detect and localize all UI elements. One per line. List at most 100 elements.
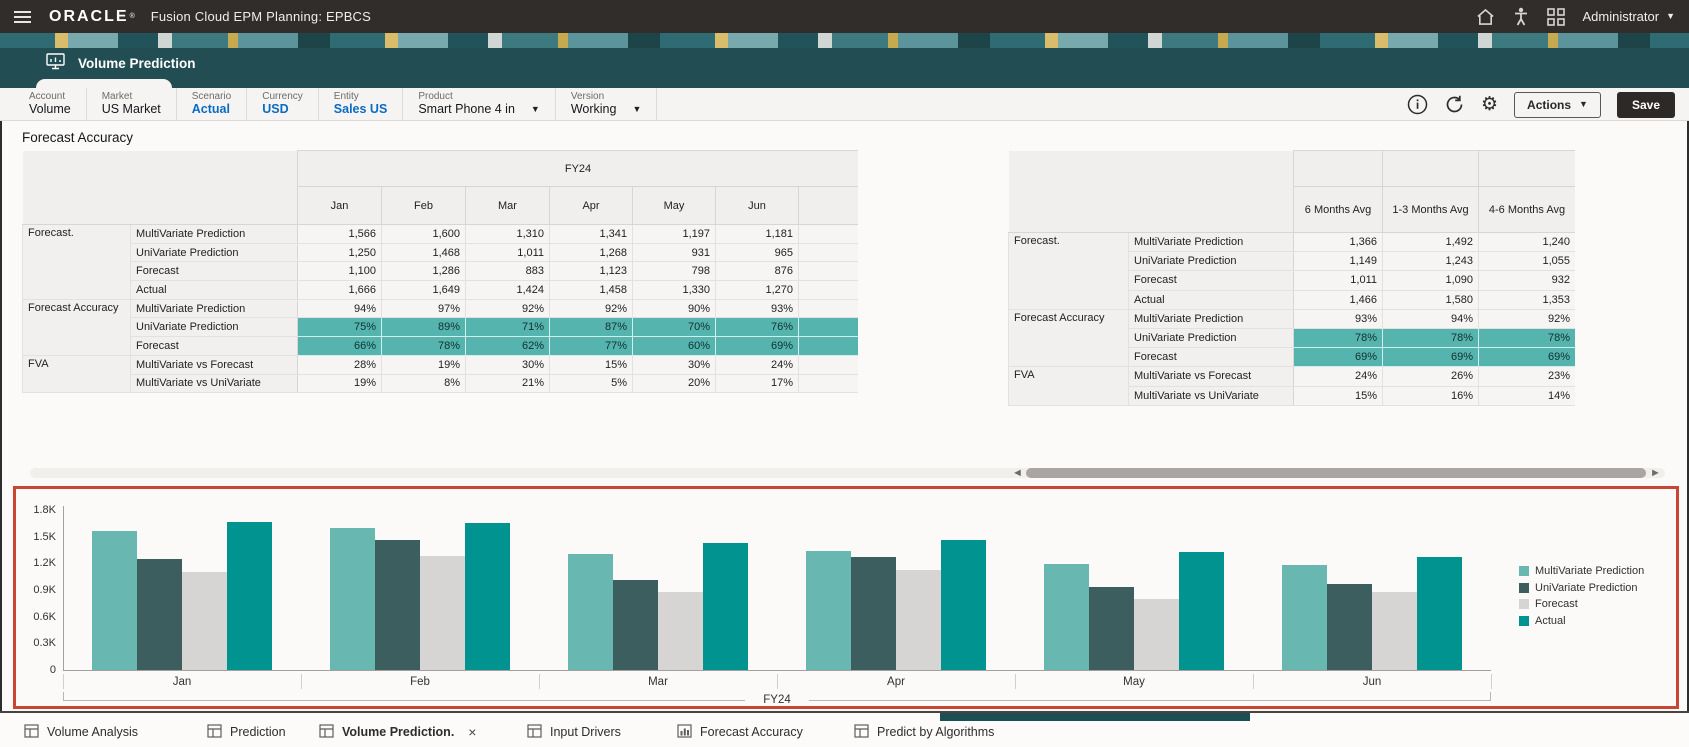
row-member-forecast[interactable]: Forecast: [130, 336, 298, 356]
grid-cell[interactable]: 71%: [465, 317, 550, 338]
user-menu[interactable]: Administrator ▼: [1583, 9, 1676, 24]
home-icon[interactable]: [1476, 8, 1495, 26]
grid-cell[interactable]: 1,341: [549, 224, 633, 244]
row-group-fva[interactable]: FVA: [1008, 366, 1129, 406]
bar-actual-feb[interactable]: [465, 523, 510, 670]
grid-cell[interactable]: 87%: [549, 317, 633, 338]
pov-value[interactable]: Working ▼: [570, 102, 642, 116]
grid-cell[interactable]: 69%: [1293, 347, 1383, 368]
pov-item-product[interactable]: Product Smart Phone 4 in ▼: [403, 88, 556, 120]
pov-value[interactable]: US Market: [101, 102, 161, 116]
grid-cell[interactable]: 26%: [1382, 366, 1479, 387]
accessibility-person-icon[interactable]: [1513, 7, 1529, 26]
grid-cell[interactable]: 60%: [632, 336, 716, 356]
grid-cell[interactable]: 28%: [297, 354, 382, 375]
column-header-apr[interactable]: Apr: [549, 186, 633, 225]
scroll-right-icon[interactable]: ►: [1650, 467, 1661, 479]
grid-cell[interactable]: 89%: [381, 317, 466, 338]
grid-cell[interactable]: 1,580: [1382, 289, 1479, 310]
bar-univariate-prediction-apr[interactable]: [851, 557, 896, 670]
bar-actual-jun[interactable]: [1417, 557, 1462, 670]
bar-forecast-apr[interactable]: [896, 570, 941, 670]
scroll-left-icon[interactable]: ◄: [1012, 467, 1023, 479]
row-group-fva[interactable]: FVA: [22, 354, 131, 394]
grid-cell[interactable]: 24%: [715, 354, 799, 375]
row-member-forecast[interactable]: Forecast: [130, 261, 298, 282]
grid-cell[interactable]: 30%: [465, 354, 550, 375]
grid-cell[interactable]: 1,100: [297, 261, 382, 282]
hamburger-menu-icon[interactable]: [14, 10, 31, 23]
row-member-multivariate-vs-univariate[interactable]: MultiVariate vs UniVariate: [130, 373, 298, 394]
bar-univariate-prediction-jan[interactable]: [137, 559, 182, 670]
refresh-icon[interactable]: [1444, 94, 1465, 115]
bar-univariate-prediction-may[interactable]: [1089, 587, 1134, 670]
grid-cell[interactable]: 94%: [1382, 308, 1479, 329]
grid-cell[interactable]: 1,270: [715, 280, 799, 300]
bar-actual-mar[interactable]: [703, 543, 748, 670]
bar-multivariate-prediction-jun[interactable]: [1282, 565, 1327, 670]
legend-item-univariate-prediction[interactable]: UniVariate Prediction: [1519, 582, 1644, 594]
row-member-multivariate-vs-univariate[interactable]: MultiVariate vs UniVariate: [1128, 385, 1294, 406]
grid-cell[interactable]: 1,197: [632, 224, 716, 244]
grid-cell[interactable]: 69%: [715, 336, 799, 356]
grid-cell[interactable]: 69%: [1382, 347, 1479, 368]
apps-grid-icon[interactable]: [1546, 7, 1565, 26]
bar-univariate-prediction-mar[interactable]: [613, 580, 658, 670]
bar-forecast-jun[interactable]: [1372, 592, 1417, 670]
bar-multivariate-prediction-mar[interactable]: [568, 554, 613, 670]
grid-cell-filler[interactable]: [797, 354, 858, 375]
column-header-6-months-avg[interactable]: 6 Months Avg: [1293, 186, 1383, 233]
legend-item-forecast[interactable]: Forecast: [1519, 598, 1644, 610]
grid-cell[interactable]: 965: [715, 242, 799, 263]
bar-forecast-feb[interactable]: [420, 556, 465, 670]
row-group-forecast[interactable]: Forecast.: [22, 224, 131, 300]
bar-univariate-prediction-feb[interactable]: [375, 540, 420, 670]
grid-cell[interactable]: 75%: [297, 317, 382, 338]
close-icon[interactable]: ×: [468, 724, 477, 740]
bar-multivariate-prediction-jan[interactable]: [92, 531, 137, 670]
grid-cell[interactable]: 78%: [1478, 327, 1575, 349]
save-button[interactable]: Save: [1616, 91, 1675, 118]
chevron-down-icon[interactable]: ▼: [530, 104, 540, 114]
grid-cell[interactable]: 1,600: [381, 224, 466, 244]
grid-cell[interactable]: 1,268: [549, 242, 633, 263]
grid-cell[interactable]: 1,286: [381, 261, 466, 282]
grid-cell-filler[interactable]: [797, 317, 858, 338]
column-header-jan[interactable]: Jan: [297, 186, 382, 225]
pov-item-version[interactable]: Version Working ▼: [556, 88, 658, 120]
grid-cell[interactable]: 1,181: [715, 224, 799, 244]
row-member-actual[interactable]: Actual: [130, 280, 298, 300]
actions-button[interactable]: Actions ▼: [1514, 91, 1601, 118]
legend-item-actual[interactable]: Actual: [1519, 615, 1644, 627]
horizontal-scrollbar-track[interactable]: [30, 468, 1665, 478]
grid-cell[interactable]: 1,366: [1293, 231, 1383, 253]
tab-strip-scroll-thumb[interactable]: [940, 713, 1250, 721]
grid-cell[interactable]: 876: [715, 261, 799, 282]
bar-multivariate-prediction-may[interactable]: [1044, 564, 1089, 670]
row-member-multivariate-vs-forecast[interactable]: MultiVariate vs Forecast: [1128, 366, 1294, 387]
row-member-univariate-prediction[interactable]: UniVariate Prediction: [130, 242, 298, 263]
grid-cell[interactable]: 66%: [297, 336, 382, 356]
tab-volume-prediction[interactable]: Volume Prediction: [78, 56, 196, 71]
grid-cell[interactable]: 94%: [297, 298, 382, 319]
row-member-actual[interactable]: Actual: [1128, 289, 1294, 310]
grid-cell[interactable]: 93%: [1293, 308, 1383, 329]
grid-cell[interactable]: 931: [632, 242, 716, 263]
grid-cell[interactable]: 15%: [549, 354, 633, 375]
grid-cell[interactable]: 93%: [715, 298, 799, 319]
column-header-year[interactable]: FY24: [296, 150, 858, 187]
grid-cell[interactable]: 78%: [1382, 327, 1479, 349]
grid-cell[interactable]: 798: [632, 261, 716, 282]
pov-item-scenario[interactable]: Scenario Actual: [177, 88, 248, 120]
grid-cell-filler[interactable]: [797, 336, 858, 356]
grid-cell[interactable]: 1,566: [297, 224, 382, 244]
grid-cell[interactable]: 1,011: [1293, 270, 1383, 291]
grid-cell[interactable]: 1,250: [297, 242, 382, 263]
grid-cell[interactable]: 1,649: [381, 280, 466, 300]
legend-item-multivariate-prediction[interactable]: MultiVariate Prediction: [1519, 565, 1644, 577]
grid-cell[interactable]: 78%: [1293, 327, 1383, 349]
row-member-multivariate-prediction[interactable]: MultiVariate Prediction: [1128, 231, 1294, 253]
grid-cell[interactable]: 1,011: [465, 242, 550, 263]
form-tab-volume-prediction[interactable]: Volume Prediction. ×: [319, 721, 476, 743]
pov-value[interactable]: Volume: [29, 102, 71, 116]
